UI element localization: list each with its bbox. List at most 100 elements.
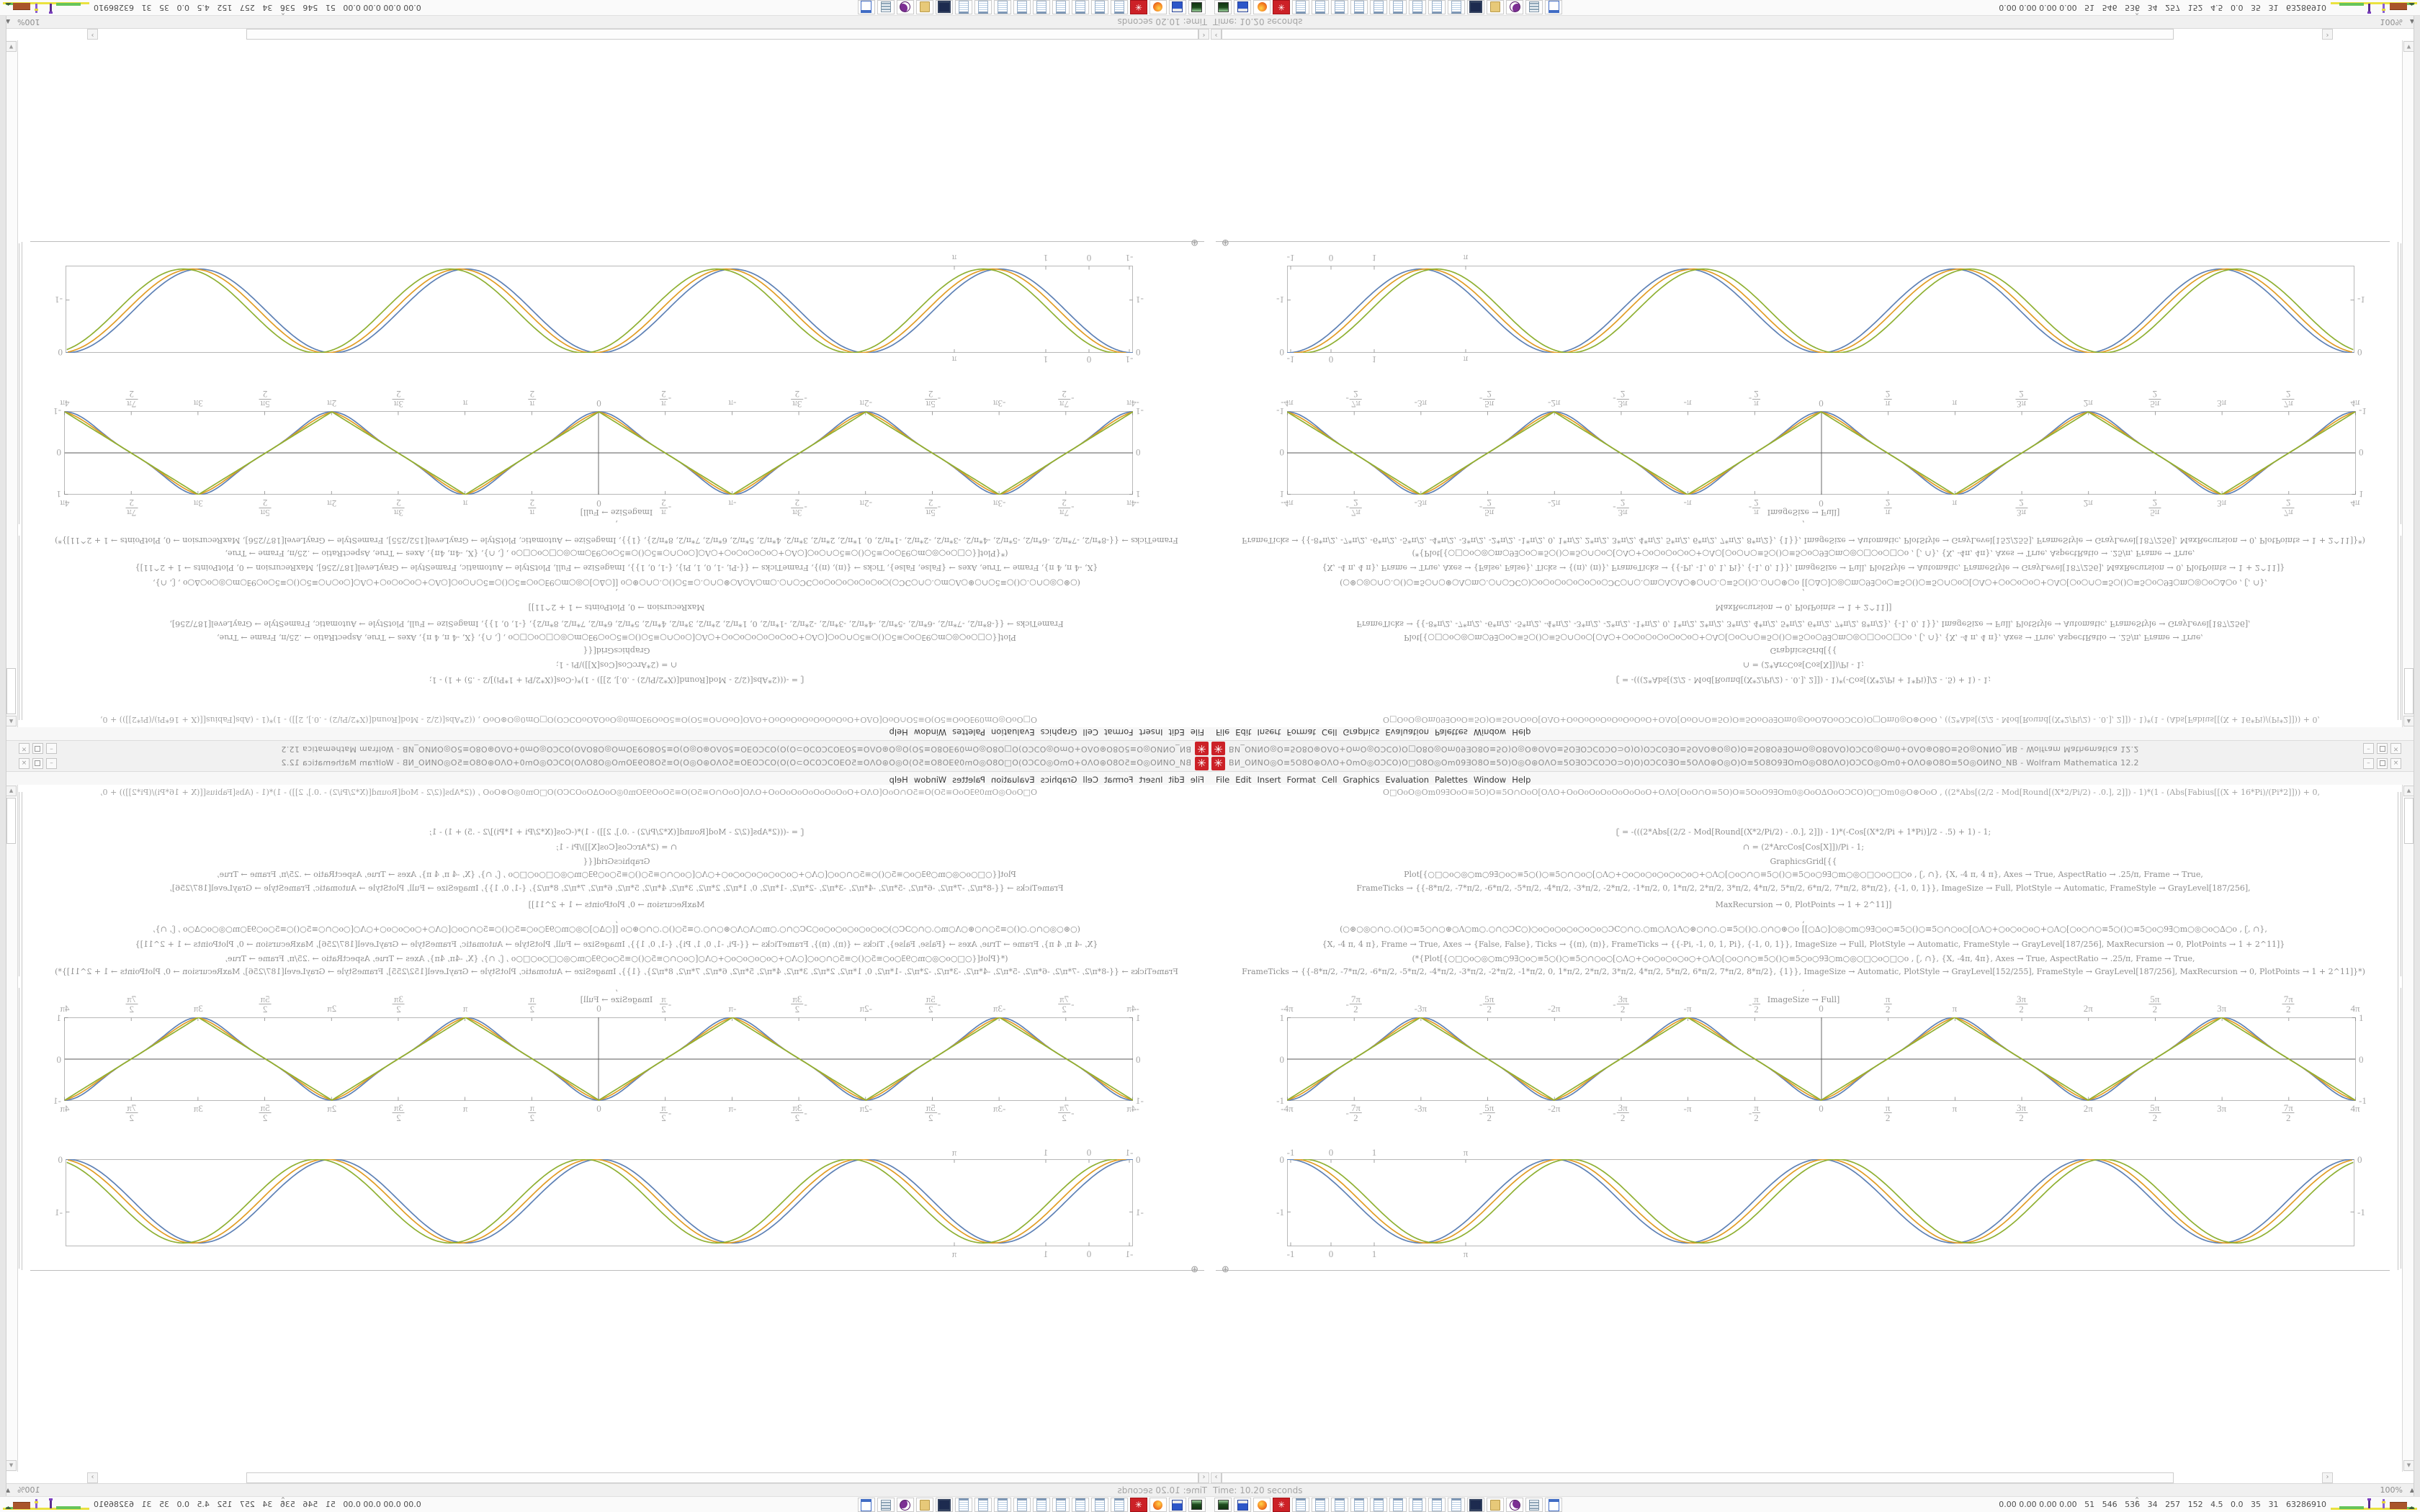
code-line[interactable]: {X, -4 π, 4 π}, Frame → True, Axes → {Fa… [135, 563, 1098, 572]
taskbar-icon-note[interactable] [1331, 1498, 1348, 1512]
code-line[interactable]: (*{Plot[{○□○o○◎○m○9∃○o○≡5○()○≡5○∩○o○[○Λ○… [225, 549, 1008, 558]
menu-insert[interactable]: Insert [1257, 727, 1281, 737]
taskbar-icon-badge[interactable] [897, 0, 914, 14]
taskbar-icon-note[interactable] [1091, 0, 1108, 14]
taskbar-icon-note[interactable] [1370, 0, 1387, 14]
code-line[interactable]: GraphicsGrid[{{ [583, 646, 650, 655]
minimize-button[interactable]: – [46, 743, 57, 754]
notebook-content[interactable]: O□OoO◎Om09∃OoO≡5O)O≡5O∩OoO[OΛO+OoOoOoOoO… [1210, 785, 2403, 1472]
scroll-right-arrow[interactable]: › [87, 1472, 98, 1483]
taskbar-icon-note[interactable] [1052, 0, 1070, 14]
menu-help[interactable]: Help [889, 727, 908, 737]
taskbar-icon-note[interactable] [1312, 0, 1329, 14]
taskbar-icon-monitor[interactable] [1467, 0, 1484, 14]
code-line[interactable]: FrameTicks → {{-8*π/2, -7*π/2, -6*π/2, -… [55, 536, 1178, 545]
vertical-scrollbar[interactable]: ▲ ▼ [6, 40, 18, 727]
menu-cell[interactable]: Cell [1322, 727, 1337, 737]
code-line[interactable]: FrameTicks → {{-8*π/2, -7*π/2, -6*π/2, -… [1356, 619, 2251, 629]
taskbar-icon-docs[interactable] [877, 1498, 895, 1512]
scroll-right-arrow[interactable]: › [87, 29, 98, 40]
scroll-down-arrow[interactable]: ▼ [6, 41, 17, 52]
window-titlebar[interactable]: ✳ BИ_OИNO◎O≡5O8O⊛OΛO+OmO◎OƆCO)O□O8O◎Om09… [1210, 756, 2420, 772]
code-line[interactable]: , [1802, 588, 1805, 597]
taskbar-icon-note[interactable] [1409, 0, 1426, 14]
taskbar-icon-note[interactable] [1428, 1498, 1446, 1512]
menu-window[interactable]: Window [913, 727, 947, 737]
horizontal-scrollbar[interactable]: ‹ › [17, 1472, 1210, 1483]
taskbar-icon-note[interactable] [1312, 1498, 1329, 1512]
code-line[interactable]: ImageSize → Full] [1767, 995, 1840, 1004]
menu-help[interactable]: Help [1512, 775, 1531, 785]
taskbar-icon-folder[interactable] [1487, 0, 1504, 14]
menu-insert[interactable]: Insert [1139, 727, 1163, 737]
menu-file[interactable]: File [1216, 727, 1230, 737]
zoom-menu-arrow-icon[interactable]: ▲ [2409, 1487, 2414, 1493]
taskbar-icon-note[interactable] [974, 1498, 992, 1512]
taskbar-icon-note[interactable] [1350, 0, 1368, 14]
taskbar-icon-docs[interactable] [1525, 0, 1543, 14]
minimize-button[interactable]: – [2363, 758, 2374, 769]
code-line[interactable]: , [1802, 915, 1805, 924]
scrolled-code-line[interactable]: O□OoO◎Om09∃OoO≡5O)O≡5O∩OoO[OΛO+OoOoOoOoO… [100, 715, 1037, 724]
taskbar-icon-note[interactable] [1013, 1498, 1031, 1512]
horizontal-scrollbar[interactable]: ‹ › [1210, 29, 2403, 40]
taskbar-icon-note[interactable] [1350, 1498, 1368, 1512]
code-line[interactable]: , [1802, 519, 1805, 528]
close-button[interactable]: × [19, 743, 30, 754]
horizontal-scrollbar[interactable]: ‹ › [17, 29, 1210, 40]
code-line[interactable]: FrameTicks → {{-8*π/2, -7*π/2, -6*π/2, -… [1356, 883, 2251, 893]
taskbar-icon-note[interactable] [1072, 0, 1089, 14]
taskbar-icon-note[interactable] [1111, 1498, 1128, 1512]
scroll-right-arrow[interactable]: › [2322, 1472, 2333, 1483]
scroll-left-arrow[interactable]: ‹ [1198, 1472, 1209, 1483]
notebook-content[interactable]: O□OoO◎Om09∃OoO≡5O)O≡5O∩OoO[OΛO+OoOoOoOoO… [1210, 40, 2403, 727]
horizontal-scroll-track[interactable] [1222, 1472, 2174, 1483]
vertical-scroll-thumb[interactable] [6, 668, 16, 714]
taskbar-icon-note[interactable] [994, 1498, 1011, 1512]
scroll-left-arrow[interactable]: ‹ [1198, 29, 1209, 40]
menu-cell[interactable]: Cell [1083, 727, 1098, 737]
menu-palettes[interactable]: Palettes [952, 727, 985, 737]
scroll-left-arrow[interactable]: ‹ [1211, 29, 1222, 40]
taskbar-icon-note[interactable] [955, 1498, 972, 1512]
close-button[interactable]: × [2390, 743, 2401, 754]
taskbar-icon-badge[interactable] [897, 1498, 914, 1512]
taskbar-icon-folder[interactable] [916, 0, 933, 14]
code-line[interactable]: (○⊛○◎○∩○.○()○≡5○∩○⊛○Λ○m○.○∩○ƆC○)○o○o○o○o… [153, 578, 1080, 588]
taskbar-icon-note[interactable] [994, 0, 1011, 14]
menu-format[interactable]: Format [1286, 727, 1317, 737]
menu-file[interactable]: File [1190, 727, 1204, 737]
code-line[interactable]: ʗ = -(((2*Abs[(2/2 - Mod[Round[(X*2/Pi/2… [1615, 675, 1991, 685]
menu-palettes[interactable]: Palettes [1435, 727, 1468, 737]
vertical-scroll-thumb[interactable] [2404, 668, 2414, 714]
code-line[interactable]: FrameTicks → {{-8*π/2, -7*π/2, -6*π/2, -… [55, 967, 1178, 976]
taskbar-icon-monitor[interactable] [936, 0, 953, 14]
menu-cell[interactable]: Cell [1322, 775, 1337, 785]
code-line[interactable]: Plot[{○□○o○◎○m○9∃○o○≡5○()○≡5○∩○o○[○Λ○+○o… [217, 870, 1016, 879]
taskbar-icon-note[interactable] [1033, 1498, 1050, 1512]
horizontal-scroll-track[interactable] [246, 1472, 1198, 1483]
window-titlebar[interactable]: ✳ BИ_OИNO◎O≡5O8O⊛OΛO+OmO◎OƆCO)O□O8O◎Om09… [0, 740, 1210, 756]
menu-evaluation[interactable]: Evaluation [990, 727, 1035, 737]
code-line[interactable]: Plot[{○□○o○◎○m○9∃○o○≡5○()○≡5○∩○o○[○Λ○+○o… [1404, 870, 2203, 879]
scroll-right-arrow[interactable]: › [2322, 29, 2333, 40]
code-line[interactable]: FrameTicks → {{-8*π/2, -7*π/2, -6*π/2, -… [169, 883, 1064, 893]
taskbar-icon-note[interactable] [955, 0, 972, 14]
taskbar-icon-firefox[interactable] [1150, 1498, 1167, 1512]
taskbar-icon-note[interactable] [1389, 1498, 1407, 1512]
cell-insert-icon[interactable]: ⊕ [1222, 1264, 1229, 1275]
code-line[interactable]: GraphicsGrid[{{ [1770, 857, 1837, 866]
minimize-button[interactable]: – [46, 758, 57, 769]
cell-insert-icon[interactable]: ⊕ [1191, 1264, 1198, 1275]
taskbar-icon-floppy[interactable] [1234, 0, 1251, 14]
code-line[interactable]: (*{Plot[{○□○o○◎○m○9∃○o○≡5○()○≡5○∩○o○[○Λ○… [225, 954, 1008, 963]
taskbar-icon-docs[interactable] [877, 0, 895, 14]
taskbar-icon-note[interactable] [1072, 1498, 1089, 1512]
code-line[interactable]: ∩ = (2*ArcCos[Cos[X]])/Pi - 1; [555, 660, 678, 670]
scroll-up-arrow[interactable]: ▲ [6, 786, 17, 796]
code-line[interactable]: {X, -4 π, 4 π}, Frame → True, Axes → {Fa… [135, 940, 1098, 949]
taskbar-icon-floppy[interactable] [1169, 1498, 1186, 1512]
taskbar-icon-terminal[interactable] [1188, 0, 1206, 14]
taskbar-icon-firefox[interactable] [1253, 1498, 1270, 1512]
maximize-button[interactable] [2377, 758, 2388, 769]
